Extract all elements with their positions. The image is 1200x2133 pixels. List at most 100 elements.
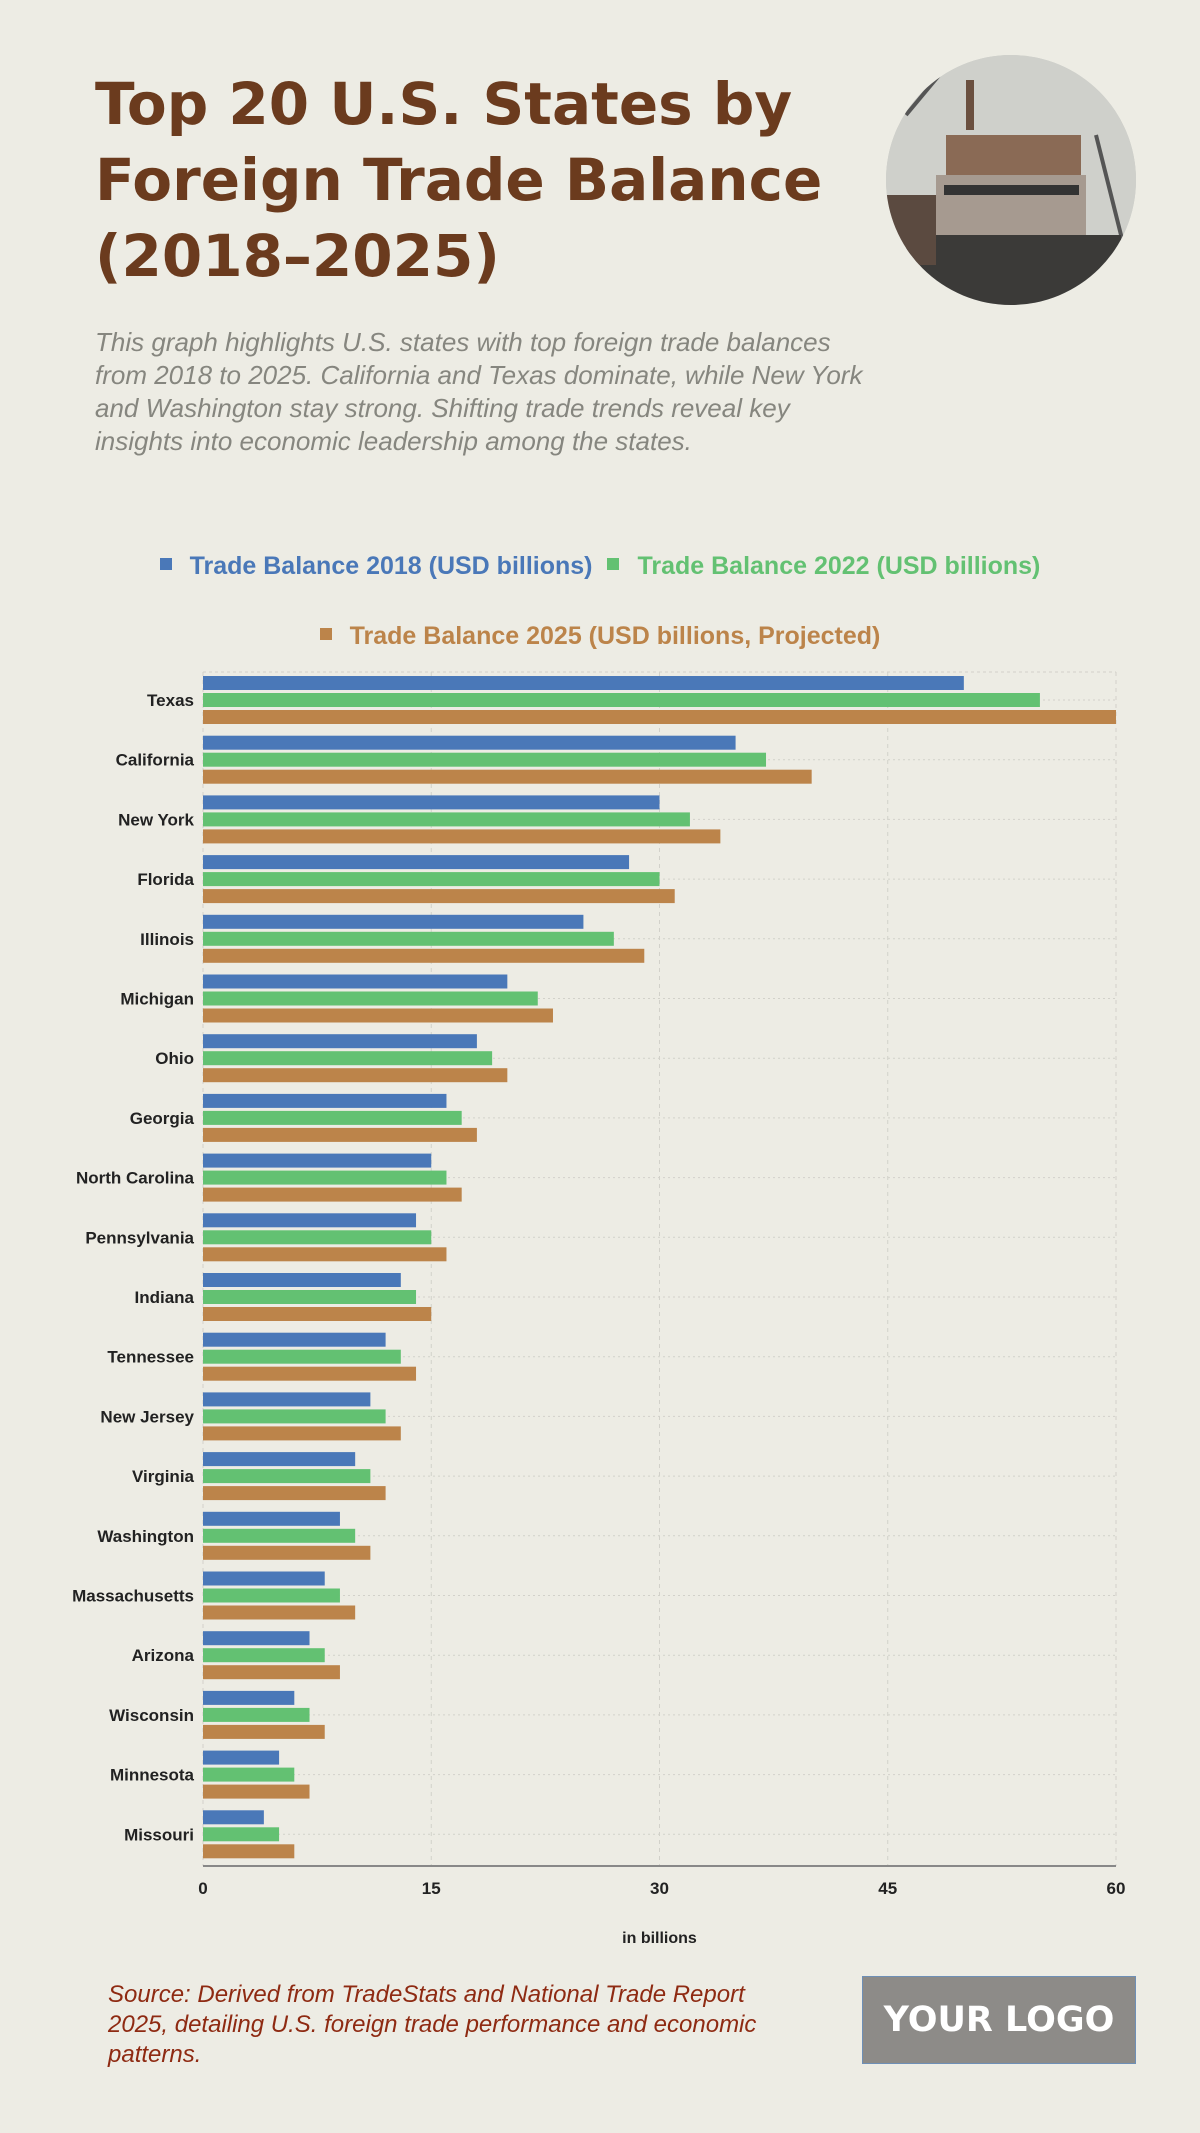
bar-indiana-0 [203,1273,401,1287]
category-label: Ohio [155,1049,194,1068]
bar-virginia-0 [203,1452,356,1467]
category-label: Virginia [132,1467,195,1486]
bar-virginia-2 [203,1486,386,1501]
bar-arizona-2 [203,1665,340,1680]
bar-tennessee-0 [203,1332,386,1347]
category-label: Michigan [120,990,194,1009]
bar-wisconsin-0 [203,1690,295,1705]
legend-label: Trade Balance 2025 (USD billions, Projec… [349,622,881,650]
legend-swatch [319,628,332,641]
category-label: Tennessee [107,1348,194,1367]
x-axis-label: in billions [622,1930,697,1947]
legend-item-2025[interactable]: Trade Balance 2025 (USD billions, Projec… [319,622,881,651]
bar-new-jersey-2 [203,1426,401,1441]
bar-illinois-0 [203,914,584,929]
bar-massachusetts-0 [203,1571,325,1586]
bar-michigan-0 [203,974,508,989]
bar-north-carolina-0 [203,1153,432,1168]
category-label: Indiana [134,1288,194,1307]
category-label: Minnesota [110,1766,195,1785]
bar-new-jersey-1 [203,1409,386,1424]
category-label: Washington [97,1527,194,1546]
bar-minnesota-0 [203,1750,280,1765]
bar-chart: 0 15 30 45 60 Texas California New York Florida I… [72,671,1126,1947]
category-label: Florida [137,870,194,889]
x-tick-label: 60 [1107,1879,1126,1898]
category-label: Wisconsin [109,1706,194,1725]
legend-item-2022[interactable]: Trade Balance 2022 (USD billions) [607,552,1040,581]
ship-photo [886,55,1136,305]
category-label: Texas [147,691,194,710]
bar-arizona-1 [203,1648,325,1663]
bar-illinois-1 [203,931,614,946]
bar-minnesota-1 [203,1767,295,1782]
bar-michigan-2 [203,1008,553,1023]
bar-new-york-0 [203,795,660,810]
bar-georgia-2 [203,1127,477,1142]
bar-georgia-0 [203,1093,447,1108]
bar-florida-2 [203,889,675,904]
bar-pennsylvania-2 [203,1247,447,1262]
x-tick-label: 0 [198,1879,207,1898]
bar-california-0 [203,735,736,750]
x-tick-label: 15 [422,1879,441,1898]
bar-florida-1 [203,872,660,887]
logo-placeholder: YOUR LOGO [862,1976,1136,2064]
bar-missouri-1 [203,1827,280,1842]
bar-minnesota-2 [203,1784,310,1799]
legend-label: Trade Balance 2022 (USD billions) [637,552,1041,580]
x-tick-label: 30 [650,1879,669,1898]
bar-texas-1 [203,693,1040,707]
legend-row-1: Trade Balance 2018 (USD billions) Trade … [0,552,1200,581]
bar-new-york-2 [203,829,721,844]
bar-washington-1 [203,1528,356,1543]
bar-arizona-0 [203,1631,310,1646]
bar-texas-0 [203,676,964,690]
bar-indiana-1 [203,1290,417,1304]
category-label: Georgia [130,1109,195,1128]
bar-washington-2 [203,1545,371,1560]
bar-ohio-0 [203,1034,477,1049]
bar-massachusetts-2 [203,1605,356,1620]
category-label: Pennsylvania [85,1228,194,1247]
bar-north-carolina-2 [203,1187,462,1202]
category-label: Missouri [124,1825,194,1844]
bar-missouri-0 [203,1810,264,1825]
bar-wisconsin-2 [203,1724,325,1739]
bar-ohio-1 [203,1051,493,1066]
bar-virginia-1 [203,1469,371,1484]
category-label: Illinois [140,930,194,949]
legend-item-2018[interactable]: Trade Balance 2018 (USD billions) [159,552,593,581]
bar-new-jersey-0 [203,1392,371,1407]
bar-georgia-1 [203,1110,462,1125]
category-label: Arizona [132,1646,195,1665]
bar-florida-0 [203,855,630,870]
bar-tennessee-2 [203,1366,417,1381]
bar-new-york-1 [203,812,690,827]
bar-north-carolina-1 [203,1170,447,1185]
subtitle: This graph highlights U.S. states with t… [95,327,863,456]
bar-tennessee-1 [203,1349,401,1364]
legend-swatch [159,558,172,571]
bar-illinois-2 [203,948,645,963]
bar-california-2 [203,769,812,784]
source-note: Source: Derived from TradeStats and Nati… [108,1981,757,2068]
x-tick-label: 45 [878,1879,897,1898]
bar-ohio-2 [203,1068,508,1083]
legend-label: Trade Balance 2018 (USD billions) [189,552,593,580]
legend-row-2: Trade Balance 2025 (USD billions, Projec… [0,622,1200,651]
category-label: Massachusetts [72,1587,194,1606]
bar-pennsylvania-0 [203,1213,417,1228]
bar-pennsylvania-1 [203,1230,432,1245]
bar-missouri-2 [203,1844,295,1859]
category-label: New Jersey [100,1407,194,1426]
bar-texas-2 [203,710,1116,724]
category-label: North Carolina [76,1169,195,1188]
page-title: Top 20 U.S. States by Foreign Trade Bala… [95,70,823,290]
bar-massachusetts-1 [203,1588,340,1603]
legend-swatch [607,558,620,571]
category-label: California [116,751,195,770]
bar-washington-0 [203,1511,340,1526]
bar-michigan-1 [203,991,538,1006]
bar-wisconsin-1 [203,1707,310,1722]
